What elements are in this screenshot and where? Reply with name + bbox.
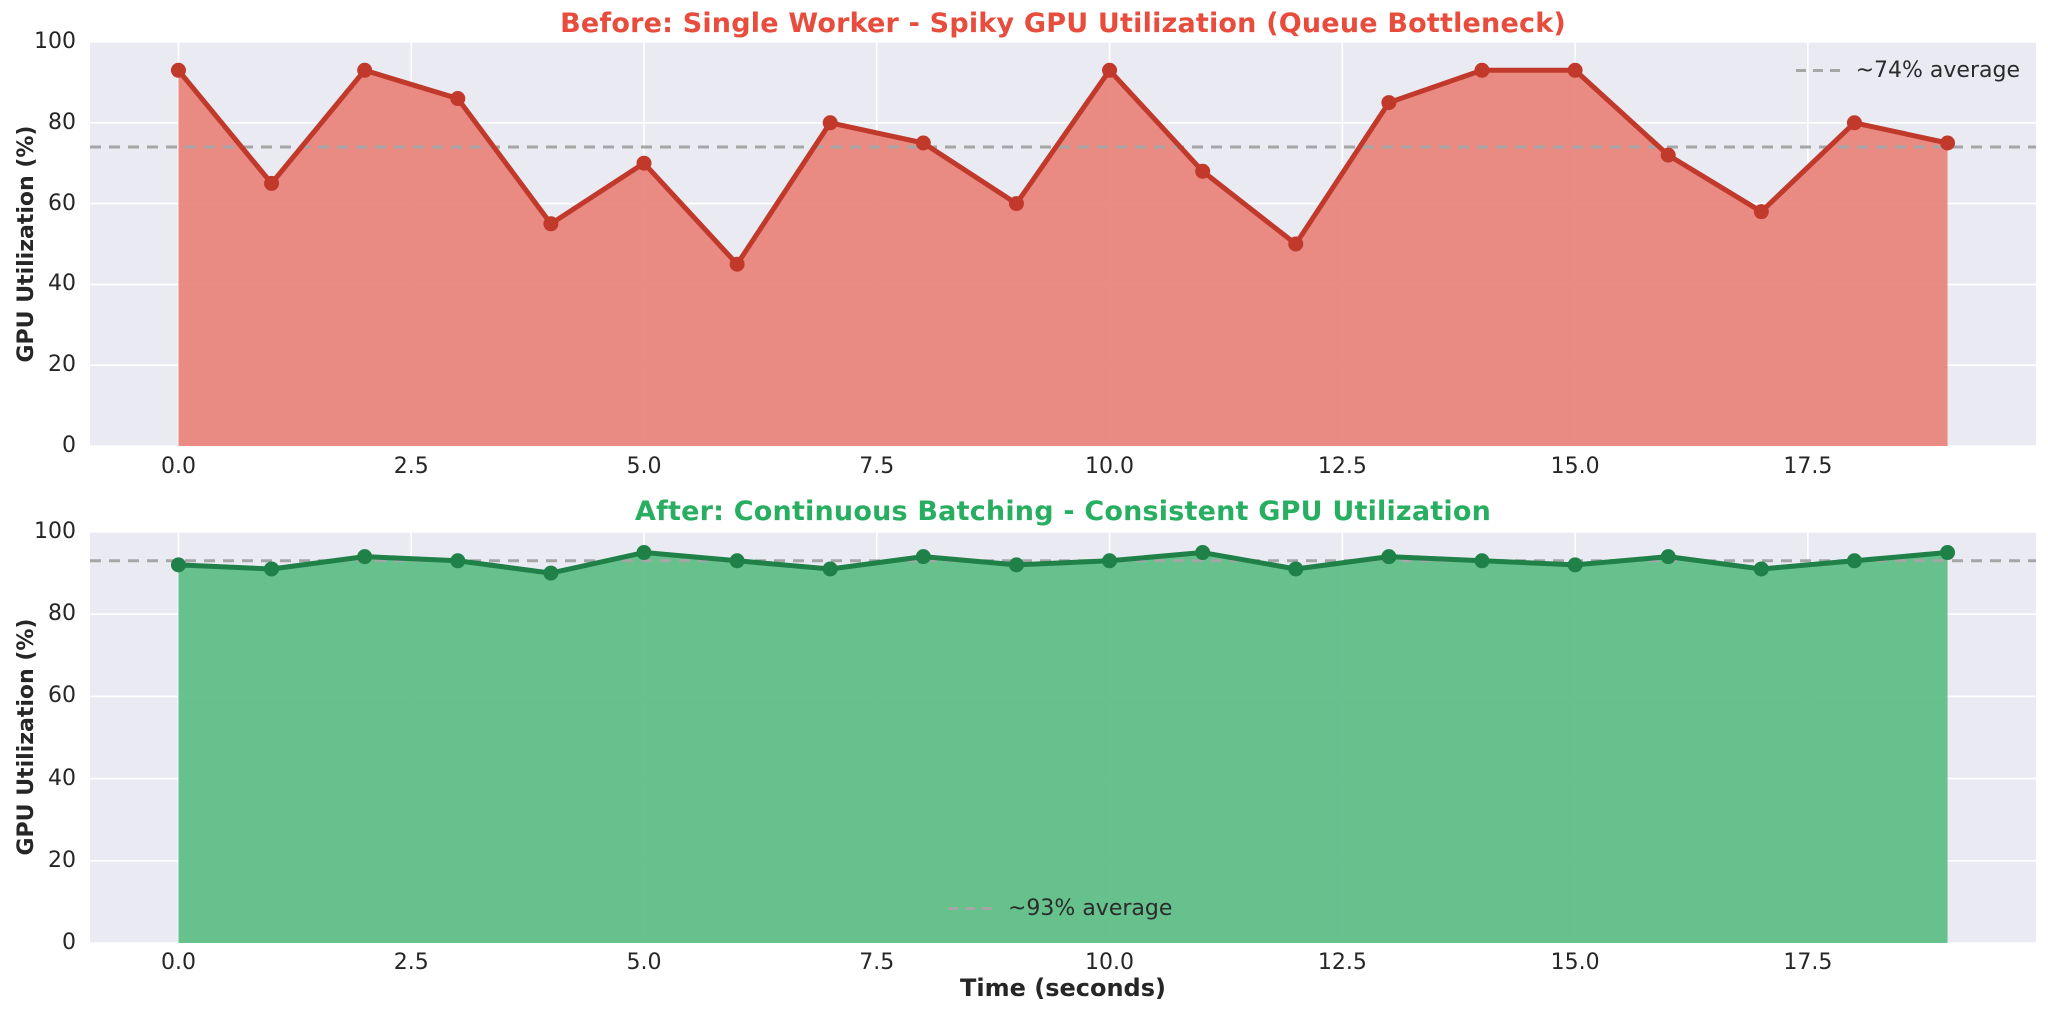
chart-before-legend: ~74% average (1795, 58, 2020, 83)
x-tick-label: 7.5 (859, 454, 895, 479)
data-point (1474, 62, 1490, 78)
data-point (915, 135, 931, 151)
chart-before-y-tick-labels: 0 20 40 60 80 100 (0, 29, 76, 458)
x-tick-label: 17.5 (1783, 454, 1833, 479)
x-tick-label: 10.0 (1085, 950, 1135, 975)
data-point (357, 62, 373, 78)
x-tick-label: 15.0 (1550, 454, 1600, 479)
chart-after-legend: ~93% average (948, 896, 1172, 921)
data-point (729, 256, 745, 272)
data-point (357, 549, 373, 565)
data-point (1102, 553, 1118, 569)
y-tick-label: 40 (48, 271, 76, 297)
y-tick-label: 20 (48, 847, 76, 873)
data-point (1940, 545, 1956, 561)
x-tick-label: 5.0 (626, 950, 662, 975)
series-line (175, 550, 1951, 576)
data-point (822, 561, 838, 577)
y-tick-label: 0 (62, 930, 76, 955)
y-tick-label: 80 (48, 601, 76, 627)
dashed-line-swatch-icon (1795, 68, 1842, 73)
y-tick-label: 100 (34, 29, 76, 54)
x-tick-label: 2.5 (393, 950, 429, 975)
data-point (729, 553, 745, 569)
data-point (1660, 147, 1676, 163)
chart-before-title: Before: Single Worker - Spiky GPU Utiliz… (560, 8, 1566, 39)
x-tick-label: 10.0 (1085, 454, 1135, 479)
data-point (1940, 135, 1956, 151)
data-point (636, 155, 652, 171)
y-tick-label: 40 (48, 765, 76, 791)
data-point (1567, 62, 1583, 78)
y-tick-label: 60 (48, 683, 76, 709)
x-tick-label: 7.5 (859, 950, 895, 975)
y-tick-label: 80 (48, 109, 76, 135)
data-point (1846, 115, 1862, 131)
data-point (543, 565, 559, 581)
dashed-line-swatch-icon (948, 906, 994, 911)
chart-after-y-tick-labels: 0 20 40 60 80 100 (0, 519, 76, 955)
data-point (1195, 545, 1211, 561)
x-tick-label: 0.0 (160, 950, 196, 975)
data-point (170, 62, 186, 78)
x-tick-label: 15.0 (1550, 950, 1600, 975)
data-point (450, 553, 466, 569)
x-axis-label: Time (seconds) (959, 974, 1166, 1002)
y-tick-label: 20 (48, 352, 76, 378)
chart-after-title: After: Continuous Batching - Consistent … (634, 496, 1491, 527)
data-point (264, 175, 280, 191)
x-tick-label: 12.5 (1317, 454, 1367, 479)
chart-after-x-tick-labels: 0.0 2.5 5.0 7.5 10.0 12.5 15.0 17.5 (90, 948, 2036, 978)
chart-before-legend-label: ~74% average (1855, 58, 2020, 83)
x-tick-label: 0.0 (160, 454, 196, 479)
area-fill (178, 552, 1948, 943)
chart-after-plot-area (90, 532, 2036, 943)
data-point (1381, 95, 1397, 111)
x-tick-label: 12.5 (1317, 950, 1367, 975)
data-point (170, 557, 186, 573)
chart-before-plot-area (90, 42, 2036, 446)
chart-before-x-tick-labels: 0.0 2.5 5.0 7.5 10.0 12.5 15.0 17.5 (90, 452, 2036, 482)
data-point (915, 549, 931, 565)
data-point (1753, 561, 1769, 577)
data-point (1381, 549, 1397, 565)
area-fill (178, 70, 1948, 446)
data-point (450, 91, 466, 107)
data-point (264, 561, 280, 577)
x-tick-label: 17.5 (1783, 950, 1833, 975)
chart-after-legend-label: ~93% average (1008, 896, 1173, 921)
y-tick-label: 60 (48, 190, 76, 216)
data-point-markers (170, 62, 1956, 272)
data-point-markers (170, 545, 1956, 581)
y-tick-label: 0 (62, 433, 76, 458)
y-tick-label: 100 (34, 519, 76, 544)
x-tick-label: 2.5 (393, 454, 429, 479)
data-point (1753, 204, 1769, 220)
data-point (822, 115, 838, 131)
data-point (1008, 557, 1024, 573)
data-point (1102, 62, 1118, 78)
data-point (1288, 236, 1304, 252)
data-point (1195, 163, 1211, 179)
data-point (1008, 196, 1024, 212)
data-point (1288, 561, 1304, 577)
data-point (543, 216, 559, 232)
data-point (1846, 553, 1862, 569)
data-point (1660, 549, 1676, 565)
series-line (175, 67, 1951, 267)
data-point (1567, 557, 1583, 573)
data-point (1474, 553, 1490, 569)
x-tick-label: 5.0 (626, 454, 662, 479)
data-point (636, 545, 652, 561)
